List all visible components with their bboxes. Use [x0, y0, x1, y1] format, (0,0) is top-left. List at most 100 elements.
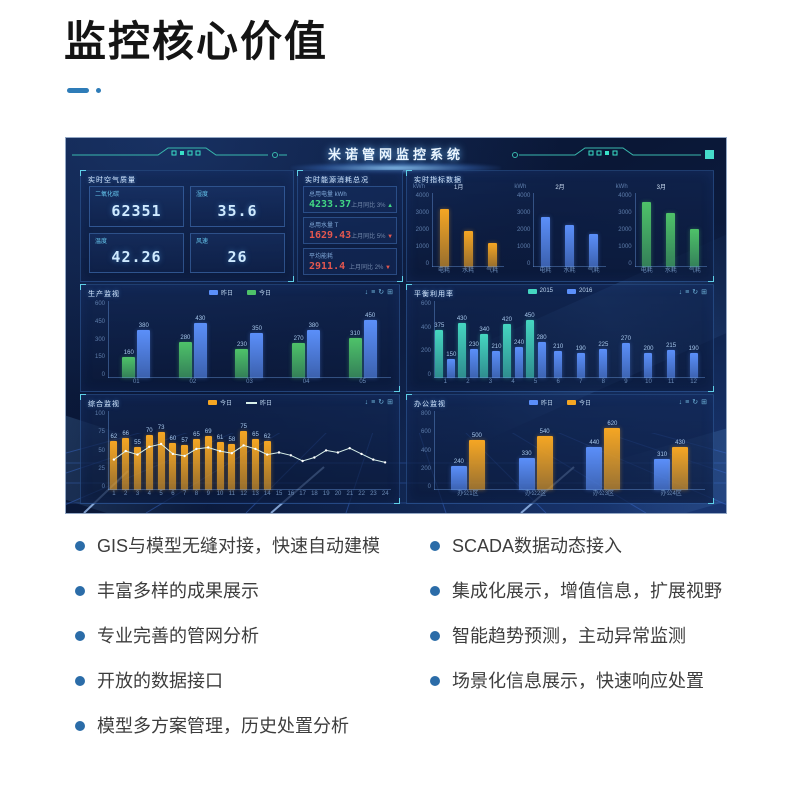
- tool-icon[interactable]: ↻: [692, 289, 699, 296]
- plot-area: 电耗 水耗 气耗: [533, 193, 606, 276]
- trend-arrow-icon: ▼: [385, 265, 391, 271]
- bar-group: 310 430 办公4区: [637, 411, 705, 499]
- legend-item[interactable]: 今日: [247, 288, 271, 297]
- y-tick-label: 800: [420, 411, 431, 417]
- tool-icon[interactable]: ≡: [371, 289, 376, 296]
- legend-item[interactable]: 昨日: [528, 398, 553, 407]
- x-tick-label: 8: [194, 491, 199, 497]
- tool-icon[interactable]: ↻: [692, 399, 699, 406]
- plot-area: 375 150 1 430 230 2 340 210 3 420 240 4 450 280 5 210 6 1…: [434, 301, 705, 387]
- bar-group: 气耗: [480, 193, 504, 276]
- bar: [450, 466, 467, 490]
- mini-chart-month-label: 1月: [453, 185, 464, 191]
- bar-group: 440 620 办公3区: [570, 411, 638, 499]
- energy-value: 2911.4: [309, 261, 346, 272]
- bar-value-label: 280: [536, 334, 547, 341]
- tool-icon[interactable]: ↓: [364, 289, 369, 296]
- x-tick-label: 11: [228, 491, 235, 497]
- legend-item[interactable]: 今日: [567, 398, 591, 407]
- bar-value-label: 62: [110, 434, 118, 441]
- energy-label: 总用电量 kWh: [309, 192, 347, 198]
- mini-chart-month-label: 2月: [555, 185, 565, 191]
- bar-group: 气耗: [582, 193, 606, 276]
- x-axis-line: [434, 377, 705, 378]
- bar-value-label: 230: [236, 341, 247, 348]
- legend-item[interactable]: 今日: [207, 398, 232, 407]
- panel-toolbar: ↓ ≡ ↻ ⊞: [679, 288, 707, 297]
- tool-icon[interactable]: ⊞: [701, 399, 707, 406]
- x-tick-label: 1: [112, 491, 116, 497]
- legend-label: 今日: [219, 401, 232, 407]
- bar: [235, 348, 249, 378]
- bar: [667, 350, 676, 378]
- bar: [654, 459, 671, 490]
- tool-icon[interactable]: ⊞: [387, 289, 393, 296]
- bar: [537, 341, 546, 378]
- bar: [292, 343, 306, 378]
- bar-group: 66 2: [120, 411, 132, 499]
- tool-icon[interactable]: ↓: [678, 399, 683, 406]
- x-tick-label: 电耗: [539, 268, 552, 274]
- tool-icon[interactable]: ⊞: [387, 399, 393, 406]
- legend-label: 2015: [539, 288, 553, 294]
- feature-item: 专业完善的管网分析: [75, 624, 430, 648]
- feature-item: 丰富多样的成果展示: [75, 579, 430, 603]
- tool-icon[interactable]: ↻: [378, 399, 385, 406]
- bar-value-label: 190: [575, 346, 586, 353]
- tool-icon[interactable]: ↓: [364, 399, 369, 406]
- office-bar-chart: 800 600 400 200 0 240 500 办公1区 330 540 办公2区 440 620 办…: [415, 411, 705, 499]
- production-bar-chart: 600 450 300 150 0 160 380 01 280 430 02 230 350 03 270…: [89, 301, 391, 387]
- feature-text: 丰富多样的成果展示: [97, 581, 259, 601]
- bar-group: 16: [285, 411, 297, 499]
- y-axis-line: [432, 193, 433, 267]
- tool-icon[interactable]: ≡: [371, 399, 376, 406]
- bar: [307, 329, 321, 378]
- tool-icon[interactable]: ↓: [678, 289, 683, 296]
- bar-value-label: 240: [453, 459, 464, 466]
- legend-swatch: [208, 290, 218, 295]
- x-tick-label: 12: [690, 379, 697, 385]
- y-tick-label: 400: [420, 324, 431, 331]
- y-axis: kWh 4000 3000 2000 1000 0: [514, 184, 533, 276]
- underline-dot: [96, 88, 101, 93]
- x-tick-label: 办公1区: [457, 491, 479, 497]
- bar-group: 15: [273, 411, 285, 499]
- tool-icon[interactable]: ≡: [685, 399, 690, 406]
- bar: [564, 224, 574, 267]
- legend-item[interactable]: 昨日: [246, 398, 272, 407]
- legend-item[interactable]: 2016: [567, 288, 592, 294]
- tool-icon[interactable]: ≡: [685, 289, 690, 296]
- y-tick-label: 4000: [618, 193, 632, 199]
- bar: [690, 229, 700, 267]
- x-tick-label: 05: [359, 379, 367, 385]
- bar-group: 270 380 04: [278, 301, 335, 387]
- bar-value-label: 66: [122, 430, 130, 437]
- bar: [589, 234, 599, 267]
- bar-group: 160 380 01: [108, 301, 165, 387]
- bar: [518, 457, 535, 490]
- x-axis-line: [533, 266, 606, 267]
- page-title: 监控核心价值: [64, 18, 329, 65]
- legend-item[interactable]: 2015: [527, 288, 553, 294]
- bar-group: 61 10: [214, 411, 226, 499]
- bar-value-label: 420: [502, 317, 513, 324]
- y-axis-line: [108, 301, 109, 378]
- y-axis-line: [434, 411, 435, 490]
- legend-item[interactable]: 昨日: [208, 288, 233, 297]
- feature-item: GIS与模型无缝对接，快速自动建模: [75, 534, 430, 558]
- bar-group: 气耗: [683, 193, 707, 276]
- x-axis-line: [108, 377, 391, 378]
- bar-value-label: 450: [365, 313, 376, 320]
- tool-icon[interactable]: ↻: [378, 289, 385, 296]
- mini-chart-month-label: 3月: [656, 185, 666, 191]
- x-tick-label: 18: [311, 491, 318, 497]
- x-tick-label: 水耗: [462, 268, 475, 274]
- bar: [554, 351, 563, 378]
- bar-group: 330 540 办公2区: [502, 411, 570, 499]
- energy-row: 平均能耗 2911.4 上月同比 2% ▼: [303, 248, 397, 275]
- bar-group: 73 5: [155, 411, 167, 499]
- plot-area: 240 500 办公1区 330 540 办公2区 440 620 办公3区 310 430 办公4区: [434, 411, 705, 499]
- bar-value-label: 430: [675, 440, 686, 447]
- tool-icon[interactable]: ⊞: [701, 289, 707, 296]
